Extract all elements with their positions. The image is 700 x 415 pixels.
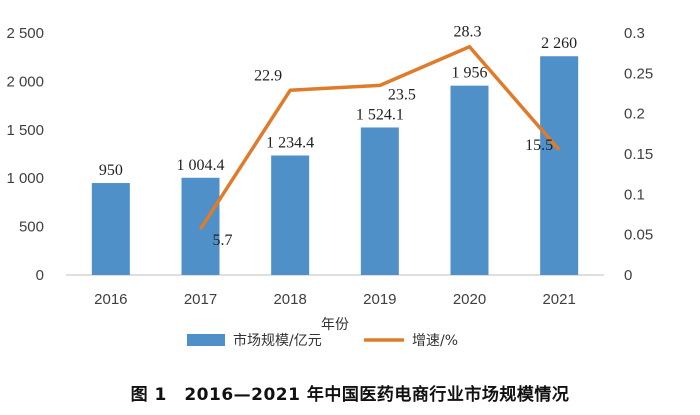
x-tick-label: 2020 <box>453 291 486 308</box>
growth-value-label: 28.3 <box>454 24 482 41</box>
y-right-tick-label: 0.2 <box>624 106 645 123</box>
bar-value-label: 1 004.4 <box>177 157 225 174</box>
growth-line <box>199 44 561 230</box>
y-right-tick-label: 0.3 <box>624 25 645 42</box>
bar-value-label: 950 <box>99 162 123 179</box>
x-tick-label: 2018 <box>273 291 306 308</box>
y-right-tick-label: 0.15 <box>624 146 653 163</box>
x-tick-label: 2017 <box>184 291 217 308</box>
bar-value-label: 1 956 <box>452 65 488 82</box>
y-right-tick-label: 0.25 <box>624 65 653 82</box>
chart: 0 500 1 000 1 500 2 000 2 500 0 0.05 0.1 0.15 0.2 0… <box>6 24 653 349</box>
growth-value-label: 23.5 <box>388 86 416 103</box>
y-right-tick-label: 0.1 <box>624 186 645 203</box>
y-left-tick-label: 1 500 <box>6 122 44 139</box>
y-left-tick-label: 500 <box>19 219 44 236</box>
x-tick-label: 2019 <box>363 291 396 308</box>
bar <box>540 56 579 276</box>
figure-caption: 图 1 2016—2021 年中国医药电商行业市场规模情况 <box>130 385 570 405</box>
legend-label-line: 增速/% <box>412 333 458 349</box>
bar-value-label: 1 524.1 <box>356 106 404 123</box>
legend-swatch-bar <box>187 334 225 346</box>
y-left-tick-label: 1 000 <box>6 170 44 187</box>
legend-label-bar: 市场规模/亿元 <box>233 332 322 349</box>
y-left-tick-label: 0 <box>36 267 44 284</box>
bar <box>91 183 130 275</box>
x-tick-label: 2016 <box>94 291 127 308</box>
y-left-tick-label: 2 500 <box>6 25 44 42</box>
growth-value-label: 5.7 <box>213 232 233 249</box>
x-axis-title: 年份 <box>321 317 349 333</box>
x-tick-label: 2021 <box>542 291 575 308</box>
bar <box>360 127 399 275</box>
growth-value-label: 22.9 <box>254 67 282 84</box>
bar-value-label: 1 234.4 <box>266 135 314 152</box>
growth-value-label: 15.5 <box>525 137 553 154</box>
bar <box>450 85 489 275</box>
bar <box>271 155 310 275</box>
y-right-tick-label: 0 <box>624 267 632 284</box>
y-left-tick-label: 2 000 <box>6 73 44 90</box>
bar-value-label: 2 260 <box>541 35 577 52</box>
y-right-tick-label: 0.05 <box>624 227 653 244</box>
